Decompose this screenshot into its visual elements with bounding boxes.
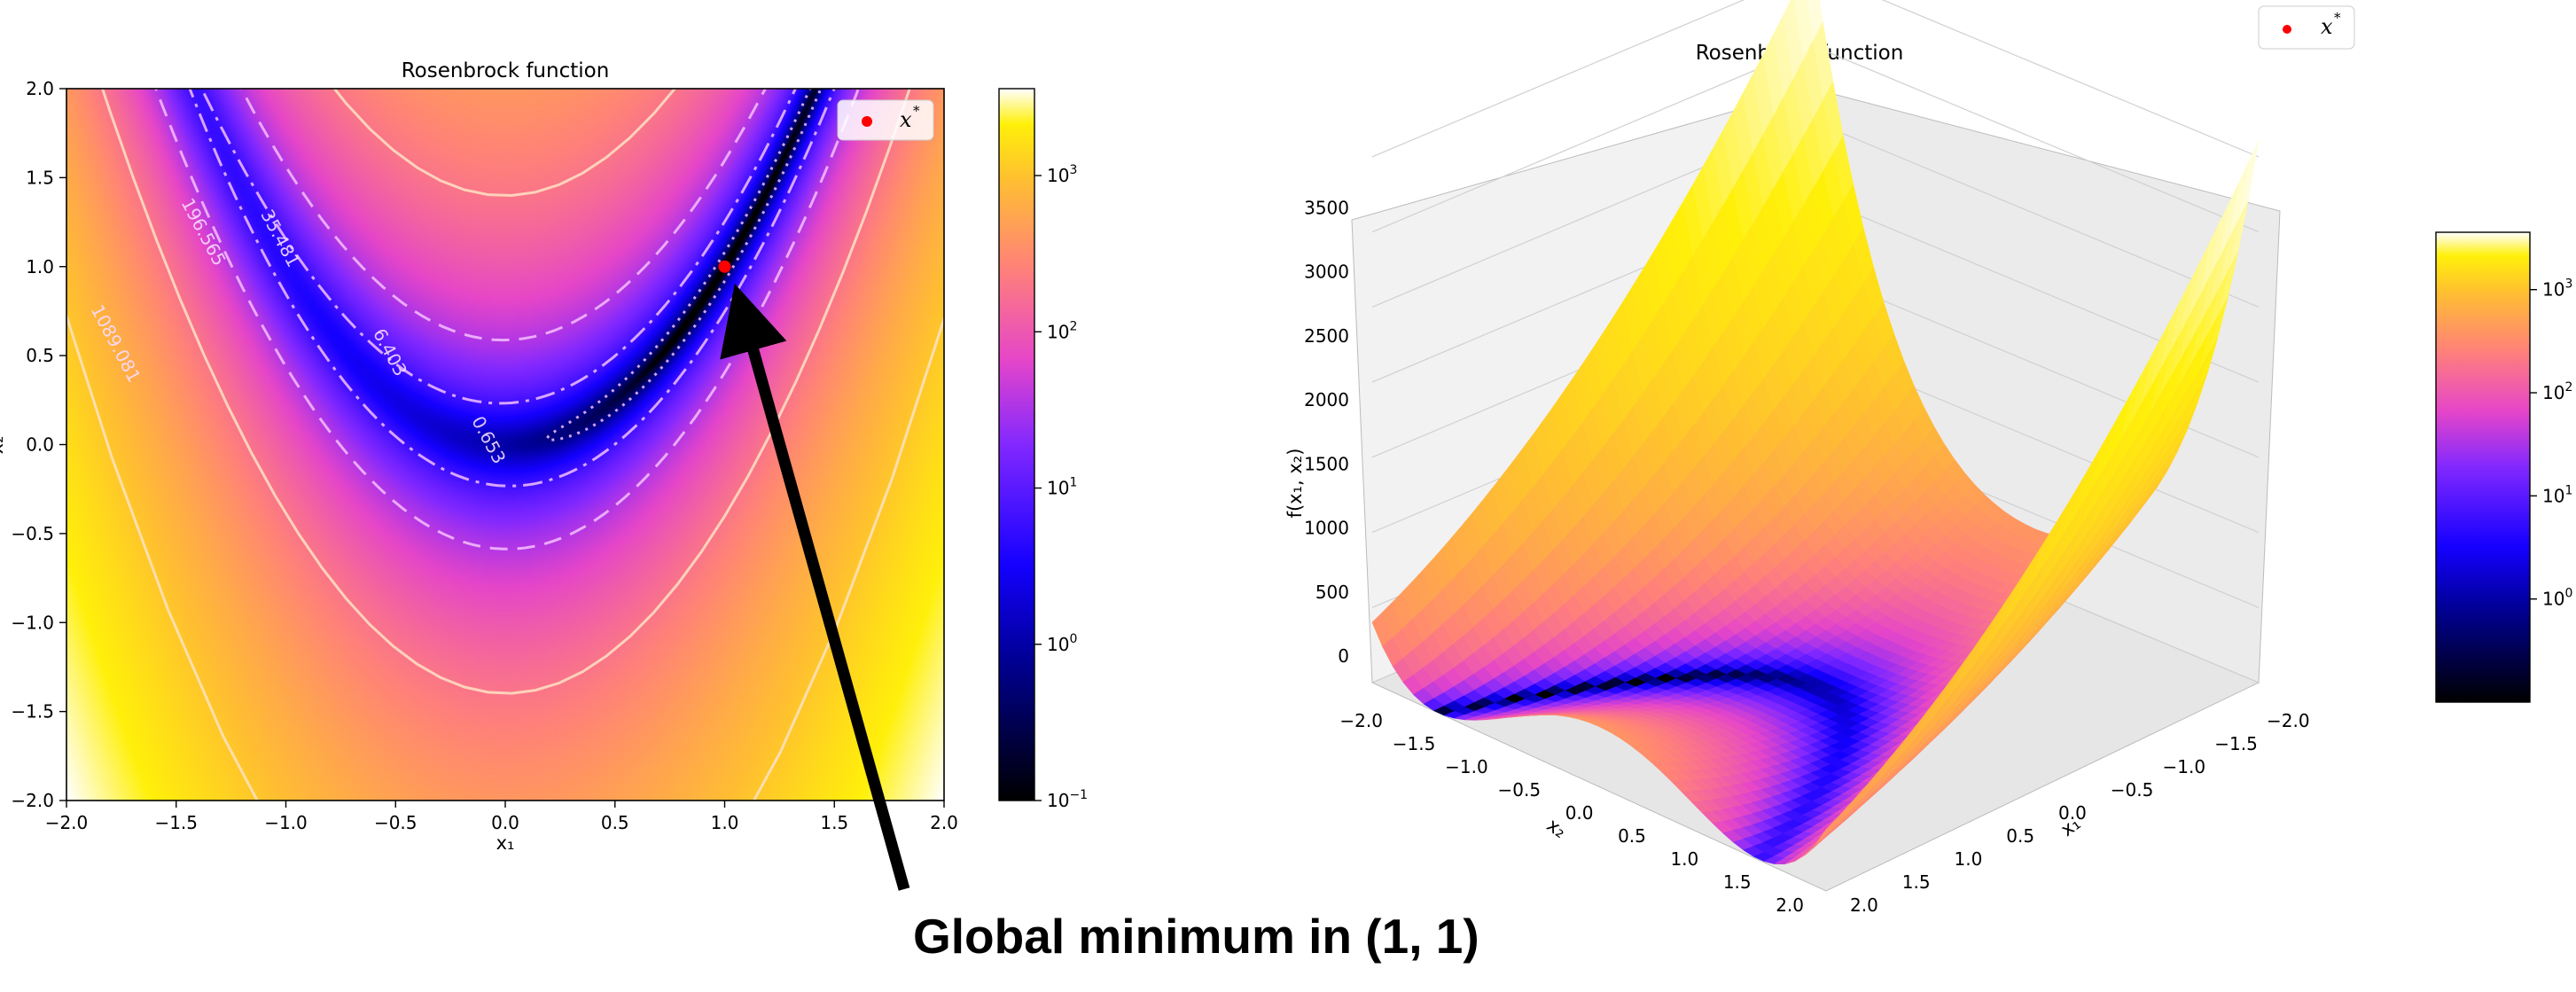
- colorbar-tick-label: 103: [1047, 163, 1077, 186]
- z-tick-label: 3500: [1304, 197, 1349, 218]
- global-minimum-marker: [718, 260, 731, 273]
- x2-tick-label: 2.0: [1776, 894, 1804, 916]
- surface-legend: x *: [2258, 5, 2355, 50]
- z-tick-label: 2500: [1304, 325, 1349, 347]
- y-tick-label: 0.5: [26, 345, 54, 366]
- x1-tick-label: −1.5: [2214, 733, 2258, 754]
- x2-tick-label: −1.0: [1445, 756, 1488, 777]
- z-tick-label: 3000: [1304, 262, 1349, 283]
- x1-tick-label: 1.5: [1902, 871, 1931, 893]
- surface-legend-box: [2258, 5, 2355, 50]
- y-tick-label: 1.0: [26, 256, 54, 277]
- colorbar-tick-label: 100: [1047, 632, 1077, 655]
- x2-tick-label: 1.5: [1723, 871, 1752, 893]
- x-tick-label: −2.0: [45, 812, 89, 833]
- x2-tick-label: −1.5: [1393, 733, 1436, 754]
- x1-tick-label: −2.0: [2267, 710, 2310, 731]
- x1-tick-label: −1.0: [2163, 756, 2206, 777]
- surface-z-axis: 3500 3000 2500 2000 1500 1000 500 0: [1304, 197, 1349, 667]
- contour-legend-box: [837, 99, 934, 141]
- x-tick-label: 1.0: [711, 812, 739, 833]
- global-minimum-annotation: Global minimum in (1, 1): [720, 283, 1479, 964]
- colorbar-tick-label: 10−1: [1047, 788, 1088, 811]
- surface-legend-marker: [2283, 25, 2291, 34]
- surface-mesh: [1371, 0, 2260, 865]
- surface-colorbar: 103 102 101 100: [2435, 231, 2572, 703]
- annotation-text: Global minimum in (1, 1): [913, 909, 1479, 964]
- x1-tick-label: 2.0: [1850, 894, 1878, 916]
- y-tick-label: 1.5: [26, 167, 54, 188]
- surface-x1-axis: −2.0 −1.5 −1.0 −0.5 0.0 0.5 1.0 1.5 2.0: [1850, 710, 2310, 916]
- colorbar-tick-label: 102: [1047, 319, 1077, 342]
- z-gridline: [1881, 0, 2260, 158]
- x2-tick-label: −2.0: [1339, 710, 1383, 731]
- y-tick-label: 0.0: [26, 434, 54, 456]
- x1-tick-label: 1.0: [1955, 848, 1983, 870]
- y-tick-label: −2.0: [11, 790, 54, 811]
- colorbar-tick-label: 102: [2542, 380, 2572, 403]
- z-tick-label: 0: [1338, 645, 1349, 667]
- surface-colorbar-ticks: 103 102 101 100: [2530, 277, 2572, 610]
- x-tick-label: 0.5: [601, 812, 629, 833]
- contour-x-axis: −2.0 −1.5 −1.0 −0.5 0.0 0.5 1.0 1.5 2.0: [45, 801, 958, 833]
- x-tick-label: 0.0: [491, 812, 519, 833]
- x2-tick-label: 0.0: [1565, 802, 1594, 824]
- z-tick-label: 1000: [1304, 518, 1349, 539]
- contour-colorbar-ticks: 103 102 101 100 10−1: [1034, 163, 1088, 811]
- x1-tick-label: −0.5: [2111, 779, 2154, 801]
- y-tick-label: 2.0: [26, 78, 54, 99]
- z-tick-label: 2000: [1304, 389, 1349, 410]
- y-tick-label: −0.5: [11, 523, 54, 544]
- x-tick-label: −1.5: [154, 812, 198, 833]
- x2-tick-label: 1.0: [1670, 848, 1698, 870]
- z-gridline: [1812, 45, 2260, 233]
- contour-y-axis: 2.0 1.5 1.0 0.5 0.0 −0.5 −1.0 −1.5 −2.0: [11, 78, 66, 811]
- contour-x-axis-label: x₁: [496, 832, 515, 854]
- y-tick-label: −1.5: [11, 701, 54, 723]
- annotation-arrow: [720, 283, 910, 891]
- contour-colorbar: 103 102 101 100 10−1: [998, 88, 1088, 811]
- z-tick-label: 500: [1315, 582, 1349, 603]
- surface-colorbar-gradient: [2435, 231, 2531, 703]
- colorbar-tick-label: 100: [2542, 587, 2572, 610]
- heatmap-image: [66, 89, 944, 801]
- z-gridline: [1371, 45, 1814, 233]
- colorbar-tick-label: 101: [1047, 476, 1077, 499]
- contour-line: [154, 89, 861, 551]
- y-tick-label: −1.0: [11, 612, 54, 633]
- contour-line: [188, 89, 836, 488]
- x-tick-label: −0.5: [374, 812, 418, 833]
- x1-tick-label: 0.5: [2006, 825, 2034, 847]
- surface-z-axis-label: f(x₁, x₂): [1284, 449, 1306, 519]
- z-tick-label: 1500: [1304, 453, 1349, 474]
- x-tick-label: 1.5: [820, 812, 848, 833]
- contour-legend-label: x: [900, 107, 912, 132]
- colorbar-tick-label: 103: [2542, 277, 2572, 301]
- x1-tick-label: 0.0: [2058, 802, 2087, 824]
- x-tick-label: −1.0: [264, 812, 308, 833]
- z-gridline: [1812, 120, 2260, 308]
- x-tick-label: 2.0: [930, 812, 958, 833]
- contour-colorbar-gradient: [998, 88, 1035, 801]
- contour-y-axis-label: x₂: [0, 436, 7, 455]
- z-gridline: [1371, 0, 1745, 158]
- contour-legend-sup: *: [913, 103, 920, 119]
- contour-chart-title: Rosenbrock function: [402, 59, 610, 82]
- contour-legend: x *: [837, 99, 934, 141]
- surface-patch: [1815, 818, 1837, 845]
- x2-tick-label: −0.5: [1498, 779, 1542, 801]
- contour-legend-marker: [862, 116, 872, 127]
- surface-legend-label: x: [2321, 14, 2333, 39]
- x2-tick-label: 0.5: [1618, 825, 1646, 847]
- surface-legend-sup: *: [2334, 10, 2341, 26]
- colorbar-tick-label: 101: [2542, 483, 2572, 506]
- surface-x2-axis: −2.0 −1.5 −1.0 −0.5 0.0 0.5 1.0 1.5 2.0: [1339, 710, 1804, 916]
- surface-chart: Rosenbrock function 35003000250020001500…: [1284, 0, 2572, 916]
